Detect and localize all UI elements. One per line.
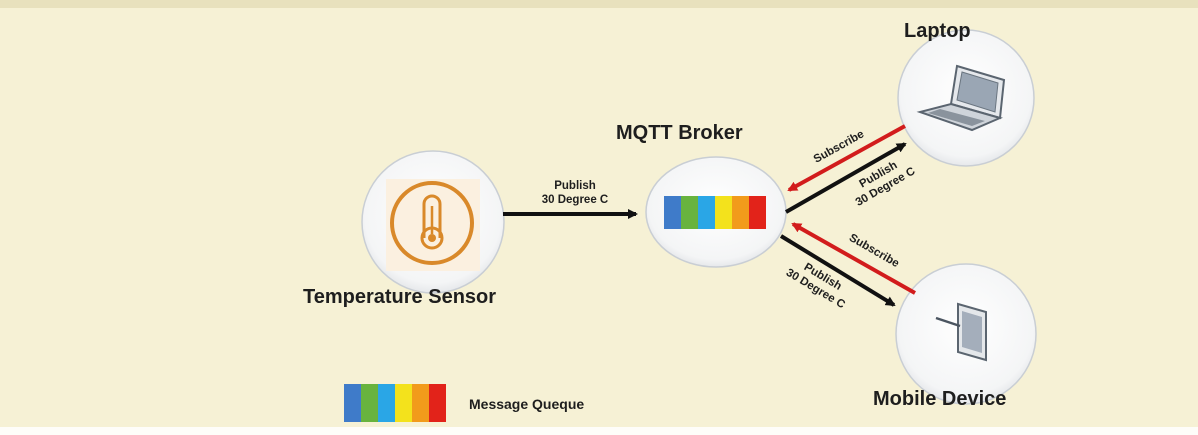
top-strip — [0, 0, 1198, 8]
publish-label-sensor: Publish 30 Degree C — [527, 179, 623, 207]
thermometer-icon — [390, 181, 474, 265]
legend-message-queue-icon — [344, 384, 446, 422]
subscribe-arrow-mobile-to-broker — [791, 222, 916, 295]
mqtt-broker-label: MQTT Broker — [616, 122, 743, 144]
temperature-sensor-label: Temperature Sensor — [303, 286, 497, 308]
legend-label: Message Queque — [469, 396, 585, 412]
mqtt-broker-node — [645, 156, 787, 268]
laptop-node — [897, 29, 1035, 167]
laptop-label: Laptop — [904, 20, 971, 42]
mobile-device-node — [895, 263, 1037, 405]
temperature-sensor-node — [361, 150, 505, 294]
mobile-device-label: Mobile Device — [873, 388, 1007, 410]
publish-label-line1: Publish — [554, 180, 596, 192]
subscribe-arrow-laptop-to-broker — [787, 124, 906, 192]
publish-label-line2: 30 Degree C — [541, 194, 609, 206]
publish-arrow-broker-to-mobile — [779, 234, 896, 307]
laptop-icon — [916, 64, 1006, 132]
publish-arrow-broker-to-laptop — [785, 142, 907, 214]
broker-message-queue-icon — [664, 196, 766, 229]
bottom-strip — [0, 427, 1198, 435]
mobile-device-icon — [935, 302, 987, 362]
